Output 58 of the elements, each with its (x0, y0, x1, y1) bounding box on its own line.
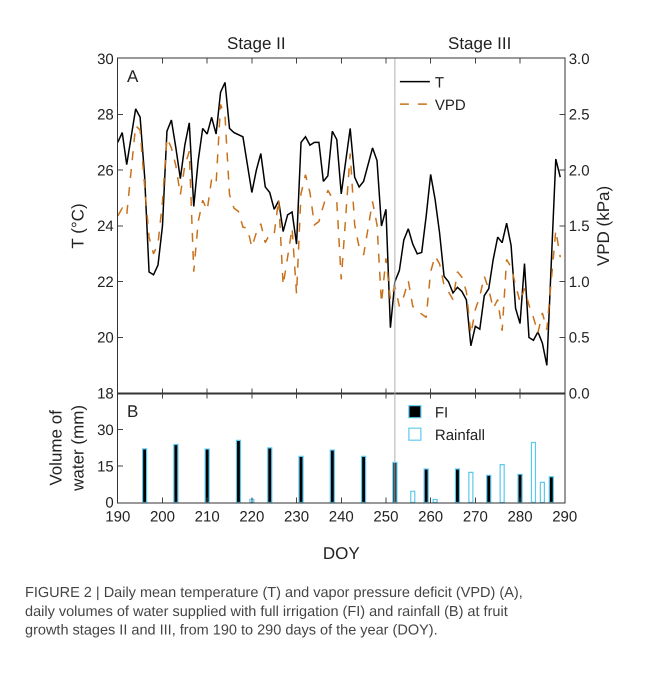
x-tick-label: 280 (508, 508, 533, 526)
y-tick-label: 22 (97, 274, 114, 291)
y2-tick-label: 0.0 (568, 386, 590, 403)
legend-label: T (434, 74, 444, 92)
x-tick-label: 220 (239, 508, 264, 526)
bar (330, 449, 335, 502)
annotation: A (127, 67, 139, 86)
x-tick-label: 260 (418, 508, 444, 526)
y2-tick-label: 3.0 (568, 50, 590, 68)
x-tick-label: 290 (552, 508, 578, 526)
bar (530, 442, 536, 502)
legend-label: Rainfall (434, 427, 485, 444)
y-tick-label: 18 (97, 386, 114, 403)
bar (486, 474, 492, 502)
x-tick-label: 200 (150, 508, 175, 526)
bar (517, 474, 523, 502)
bar (204, 448, 210, 502)
bar (236, 440, 242, 502)
x-axis-title: DOY (322, 544, 360, 563)
y-tick-label: 15 (97, 458, 114, 476)
x-tick-label: 270 (462, 508, 488, 526)
bar (548, 476, 554, 502)
y2-tick-label: 2.0 (568, 162, 590, 180)
bar (173, 444, 178, 502)
y-axis-title: T (°C) (68, 203, 88, 249)
bar (500, 464, 505, 502)
annotation: B (127, 402, 138, 421)
y2-tick-label: 0.5 (568, 330, 590, 347)
y2-tick-label: 2.5 (568, 106, 590, 124)
bar (267, 447, 272, 502)
y2-axis-title: VPD (kPa) (594, 186, 613, 266)
x-tick-label: 240 (328, 508, 354, 526)
y2-tick-label: 1.0 (568, 274, 590, 291)
y2-tick-label: 1.5 (568, 218, 590, 236)
bar (432, 498, 438, 502)
bar (468, 472, 474, 502)
bar (424, 468, 429, 502)
bar (454, 468, 460, 502)
bar (540, 482, 545, 502)
x-tick-label: 230 (284, 508, 310, 526)
y-tick-label: 26 (97, 162, 114, 180)
y-tick-label: 24 (97, 218, 114, 236)
y-tick-label: 20 (97, 330, 114, 347)
y-tick-label: 28 (97, 106, 114, 124)
y-tick-label: 30 (97, 50, 114, 68)
caption: FIGURE 2 | Daily mean temperature (T) and vapor pressure deficit (VPD) (A), daily volumes of water supplied with full irrigation (FI) and rainfall (B) at fruit growth stages II and III, from 190 to 290 days of the year (DOY). (25, 585, 523, 639)
text: Stage II (227, 34, 286, 53)
legend-label: VPD (434, 97, 466, 114)
x-tick-label: 210 (194, 508, 220, 526)
bar (142, 448, 148, 502)
bar (360, 456, 366, 502)
x-tick-label: 250 (373, 508, 398, 526)
bar (298, 456, 304, 502)
legend-label: FI (434, 404, 448, 422)
bar (410, 490, 416, 502)
y-axis-title: Volume of water (mm) (46, 404, 88, 492)
y-tick-label: 30 (97, 422, 114, 439)
text: Stage III (448, 34, 512, 53)
